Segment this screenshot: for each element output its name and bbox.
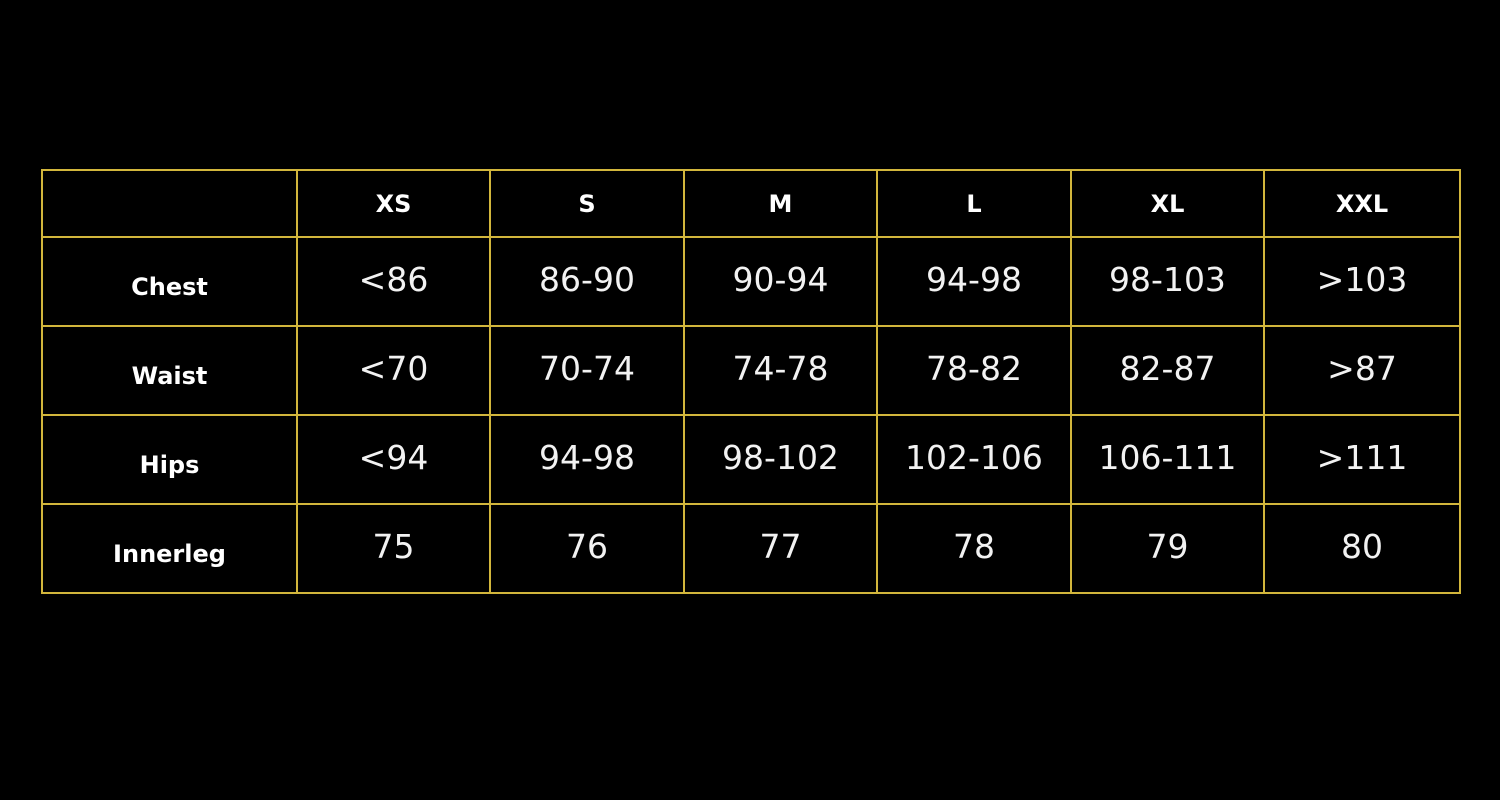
table-cell: <94 xyxy=(296,414,491,505)
table-row: Waist <70 70-74 74-78 78-82 82-87 >87 xyxy=(41,325,1461,416)
table-cell: 106-111 xyxy=(1070,414,1265,505)
size-chart-table: XS S M L XL XXL Chest <86 86-90 90-94 94-98 9… xyxy=(41,169,1461,594)
header-xxl: XXL xyxy=(1263,169,1461,238)
row-label: Hips xyxy=(41,414,298,505)
table-cell: 82-87 xyxy=(1070,325,1265,416)
table-cell: 78 xyxy=(876,503,1072,594)
table-cell: 98-103 xyxy=(1070,236,1265,327)
table-cell: <70 xyxy=(296,325,491,416)
table-cell: 78-82 xyxy=(876,325,1072,416)
table-cell: 90-94 xyxy=(683,236,878,327)
table-cell: >87 xyxy=(1263,325,1461,416)
table-cell: 80 xyxy=(1263,503,1461,594)
table-cell: 75 xyxy=(296,503,491,594)
row-label: Waist xyxy=(41,325,298,416)
table-cell: >111 xyxy=(1263,414,1461,505)
table-cell: 70-74 xyxy=(489,325,685,416)
table-cell: 74-78 xyxy=(683,325,878,416)
table-row: Chest <86 86-90 90-94 94-98 98-103 >103 xyxy=(41,236,1461,327)
header-s: S xyxy=(489,169,685,238)
table-row: Hips <94 94-98 98-102 102-106 106-111 >111 xyxy=(41,414,1461,505)
header-corner xyxy=(41,169,298,238)
table-cell: 102-106 xyxy=(876,414,1072,505)
table-cell: <86 xyxy=(296,236,491,327)
table-cell: 86-90 xyxy=(489,236,685,327)
table-cell: >103 xyxy=(1263,236,1461,327)
header-m: M xyxy=(683,169,878,238)
table-row: Innerleg 75 76 77 78 79 80 xyxy=(41,503,1461,594)
table-cell: 76 xyxy=(489,503,685,594)
table-cell: 98-102 xyxy=(683,414,878,505)
header-xl: XL xyxy=(1070,169,1265,238)
table-cell: 77 xyxy=(683,503,878,594)
row-label: Chest xyxy=(41,236,298,327)
header-l: L xyxy=(876,169,1072,238)
table-cell: 79 xyxy=(1070,503,1265,594)
row-label: Innerleg xyxy=(41,503,298,594)
header-xs: XS xyxy=(296,169,491,238)
header-row: XS S M L XL XXL xyxy=(41,169,1461,238)
table-cell: 94-98 xyxy=(876,236,1072,327)
table-cell: 94-98 xyxy=(489,414,685,505)
